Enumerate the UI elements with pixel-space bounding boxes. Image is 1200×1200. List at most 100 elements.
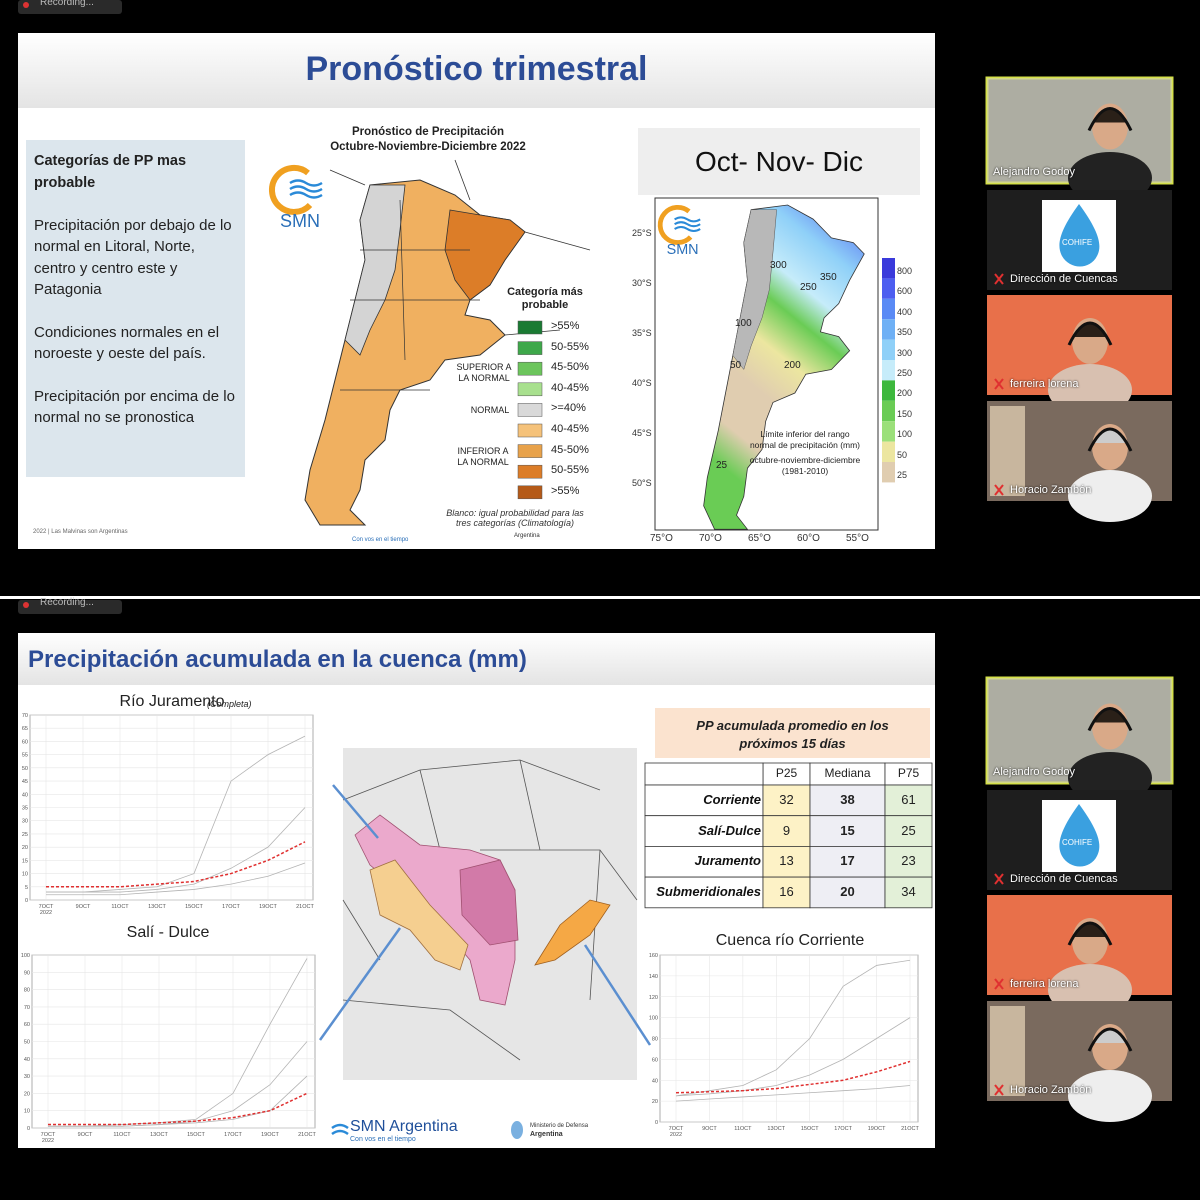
x-tick-label: 15OCT <box>187 1132 205 1138</box>
colorbar-label: 800 <box>897 266 913 276</box>
y-tick-label: 40 <box>24 1057 30 1063</box>
headset <box>1067 321 1113 346</box>
map-region <box>444 209 526 301</box>
legend-label: 40-45% <box>551 381 589 394</box>
map-caption: octubre-noviembre-diciembre <box>749 455 861 465</box>
participant-name: Alejandro Godoy <box>993 166 1075 178</box>
slide-footer: 2022 | Las Malvinas son Argentinas <box>33 529 128 535</box>
series-line <box>675 1017 911 1097</box>
sidebar-heading: Categorías de PP mas probable <box>34 153 187 191</box>
x-tick-label: 9OCT <box>702 1126 717 1132</box>
logo-wave <box>674 216 701 223</box>
headset <box>1087 107 1133 132</box>
y-tick-label: 55 <box>22 753 28 759</box>
door <box>990 406 1025 496</box>
colorbar-cell <box>882 258 895 279</box>
y-tick-label: 40 <box>652 1078 658 1084</box>
logo-drop <box>1059 804 1100 867</box>
row-name: Corriente <box>703 792 761 807</box>
lat-label: 50°S <box>632 478 652 488</box>
logo-text: COHIFE <box>1062 238 1093 247</box>
contour-label: 350 <box>820 272 837 283</box>
arrow <box>332 784 379 839</box>
participant-name: Dirección de Cuencas <box>1010 273 1118 285</box>
x-tick-label: 7OCT <box>669 1126 684 1132</box>
legend-swatch <box>517 444 543 458</box>
y-tick-label: 50 <box>24 1040 30 1046</box>
table-value: 32 <box>779 792 794 807</box>
y-tick-label: 65 <box>22 726 28 732</box>
legend-swatch <box>517 423 543 438</box>
lon-label: 70°O <box>699 533 722 544</box>
recording-dot <box>23 602 29 608</box>
mic-muted <box>994 273 1004 285</box>
divider <box>0 596 1200 599</box>
chart-title: Río Juramento <box>119 693 225 710</box>
row-name: Submeridionales <box>656 884 761 900</box>
y-tick-label: 30 <box>24 1074 30 1080</box>
x-tick-label: 17OCT <box>224 1132 242 1138</box>
y-tick-label: 70 <box>24 1005 30 1011</box>
mic-muted <box>994 378 1004 390</box>
logo-text: COHIFE <box>1062 838 1093 847</box>
chart-title: Cuenca río Corriente <box>715 932 865 949</box>
series-line <box>46 807 306 893</box>
y-tick-label: 100 <box>21 953 30 959</box>
participant-name: Dirección de Cuencas <box>1010 873 1118 885</box>
logo-text: SMN <box>666 241 699 258</box>
y-tick-label: 0 <box>27 1126 30 1132</box>
lat-label: 35°S <box>632 328 652 338</box>
contour-label: 250 <box>800 282 817 293</box>
value-cell <box>762 846 811 878</box>
legend-swatch <box>517 320 543 335</box>
column-header: P75 <box>897 766 920 780</box>
map-country <box>703 204 865 530</box>
legend-label: >55% <box>551 484 580 497</box>
map-title: Octubre-Noviembre-Diciembre 2022 <box>330 141 526 153</box>
y-tick-label: 5 <box>25 885 28 891</box>
legend-group: NORMAL <box>470 405 510 415</box>
basin <box>459 859 519 946</box>
legend-group: SUPERIOR A LA NORMAL <box>456 362 512 383</box>
row-name: Juramento <box>694 853 761 869</box>
recording-dot <box>23 2 29 8</box>
logo-arc <box>657 205 693 245</box>
x-tick-label: 21OCT <box>298 1132 316 1138</box>
colorbar-cell <box>882 278 895 299</box>
table-title: PP acumulada promedio en los próximos 15… <box>696 718 889 751</box>
colorbar-label: 400 <box>897 306 913 317</box>
y-tick-label: 30 <box>22 819 28 825</box>
colorbar-cell <box>882 360 895 381</box>
x-year-label: 2022 <box>42 1138 54 1144</box>
colorbar-cell <box>882 441 895 462</box>
map-relief <box>732 209 777 371</box>
table-value: 16 <box>779 884 794 900</box>
ministry: Ministerio de Defensa <box>530 1123 589 1129</box>
participant-name: Horacio Zambón <box>1010 1084 1092 1096</box>
x-tick-label: 9OCT <box>76 904 91 910</box>
brand: SMN Argentina <box>350 1118 458 1135</box>
table-value: 61 <box>901 792 916 807</box>
y-tick-label: 140 <box>649 974 658 980</box>
legend-label: 45-50% <box>551 361 589 374</box>
x-tick-label: 7OCT <box>39 904 54 910</box>
logo-wave <box>674 221 701 228</box>
series-line <box>675 959 911 1097</box>
y-tick-label: 60 <box>652 1057 658 1063</box>
x-tick-label: 19OCT <box>261 1132 279 1138</box>
colorbar-cell <box>882 298 895 320</box>
table-title-box <box>655 708 930 758</box>
x-tick-label: 21OCT <box>296 904 314 910</box>
colorbar-cell <box>882 462 895 483</box>
y-tick-label: 15 <box>22 858 28 864</box>
table-value: 25 <box>901 822 916 838</box>
legend-swatch <box>517 403 543 417</box>
colorbar-label: 150 <box>897 408 913 419</box>
series-line <box>675 1060 911 1094</box>
row-name: Salí-Dulce <box>698 822 761 838</box>
participant-name: ferreira lorena <box>1010 978 1079 990</box>
y-tick-label: 80 <box>24 988 30 994</box>
legend-title: Categoría más probable <box>507 286 583 311</box>
x-year-label: 2022 <box>670 1132 682 1138</box>
